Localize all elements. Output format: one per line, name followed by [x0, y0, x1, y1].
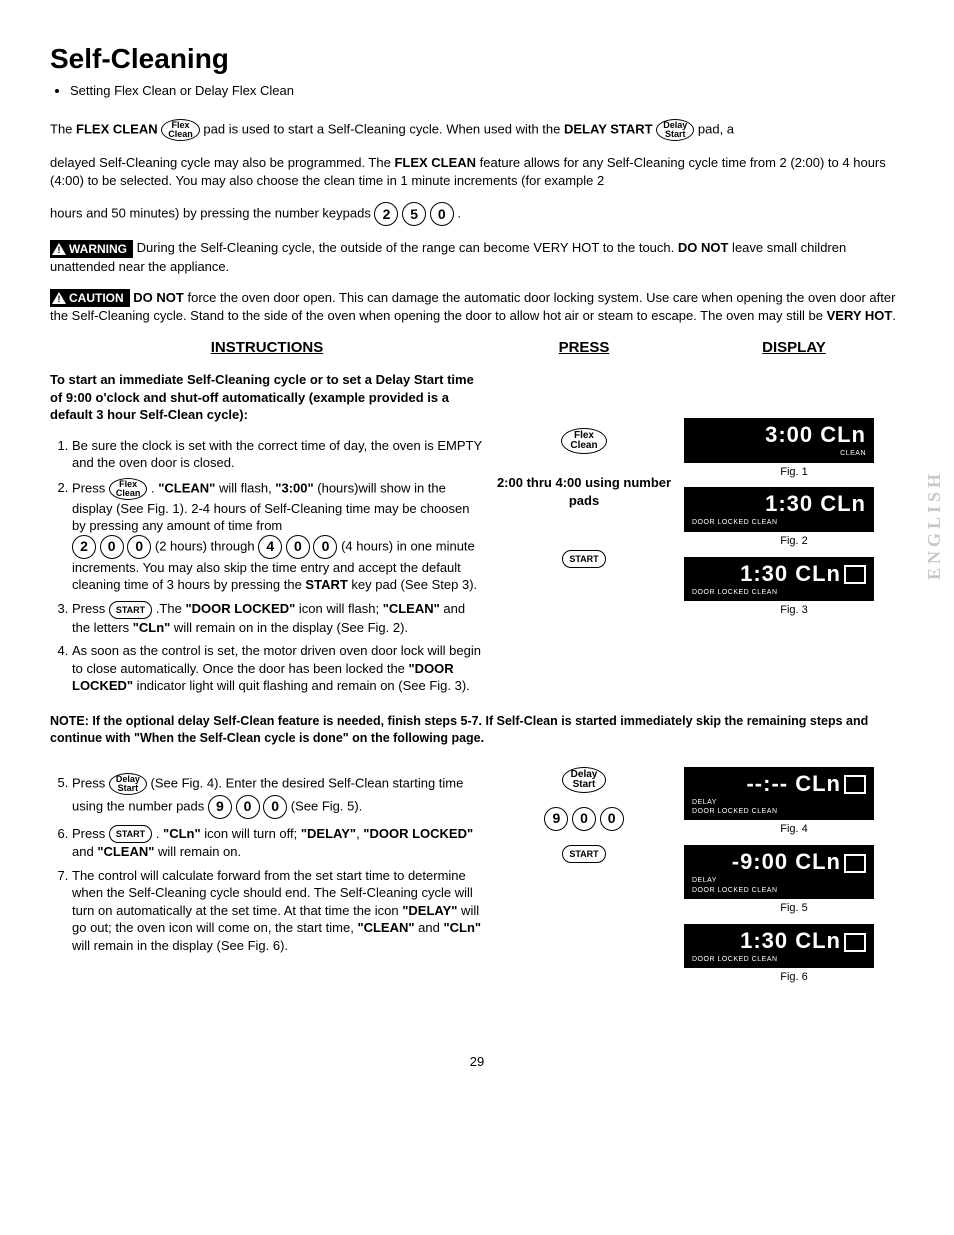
start-button-icon: START — [109, 825, 152, 843]
flex-clean-button-icon: FlexClean — [561, 428, 606, 454]
delay-start-button-icon: DelayStart — [562, 767, 607, 793]
instructions-header: INSTRUCTIONS — [50, 338, 484, 358]
display-fig3: 1:30 CLn DOOR LOCKED CLEAN — [684, 557, 874, 601]
fig4-caption: Fig. 4 — [684, 822, 904, 837]
keypad-5-icon: 5 — [402, 202, 426, 226]
oven-icon — [844, 933, 866, 952]
keypad-2-icon: 2 — [374, 202, 398, 226]
language-tab: ENGLISH — [922, 470, 946, 580]
svg-text:!: ! — [58, 294, 61, 304]
fig2-caption: Fig. 2 — [684, 534, 904, 549]
fig3-caption: Fig. 3 — [684, 603, 904, 618]
delay-start-button-icon: DelayStart — [656, 119, 694, 141]
display-fig6: 1:30 CLn DOOR LOCKED CLEAN — [684, 924, 874, 968]
keypad-0-icon: 0 — [430, 202, 454, 226]
oven-icon — [844, 854, 866, 873]
fig5-caption: Fig. 5 — [684, 901, 904, 916]
page-number: 29 — [50, 1053, 904, 1071]
intro-para-3: hours and 50 minutes) by pressing the nu… — [50, 202, 904, 226]
intro-para-1: The FLEX CLEAN FlexClean pad is used to … — [50, 119, 904, 141]
keypad-0-icon: 0 — [572, 807, 596, 831]
step-4: As soon as the control is set, the motor… — [72, 642, 484, 695]
keypad-4-icon: 4 — [258, 535, 282, 559]
display-fig5: -9:00 CLn DELAYDOOR LOCKED CLEAN — [684, 845, 874, 899]
press-range-text: 2:00 thru 4:00 using number pads — [494, 474, 674, 509]
fig1-caption: Fig. 1 — [684, 465, 904, 480]
step-5: Press DelayStart (See Fig. 4). Enter the… — [72, 773, 484, 819]
warning-block: ! WARNING During the Self-Cleaning cycle… — [50, 239, 904, 275]
start-button-icon: START — [562, 845, 605, 863]
oven-icon — [844, 565, 866, 584]
fig6-caption: Fig. 6 — [684, 970, 904, 985]
step-1: Be sure the clock is set with the correc… — [72, 437, 484, 472]
step-6: Press START . "CLn" icon will turn off; … — [72, 825, 484, 861]
display-fig1: 3:00 CLn CLEAN — [684, 418, 874, 462]
caution-block: ! CAUTION DO NOT force the oven door ope… — [50, 289, 904, 325]
note-block: NOTE: If the optional delay Self-Clean f… — [50, 713, 904, 747]
keypad-0-icon: 0 — [600, 807, 624, 831]
start-button-icon: START — [109, 601, 152, 619]
display-header: DISPLAY — [684, 338, 904, 358]
keypad-0-icon: 0 — [313, 535, 337, 559]
delay-start-button-icon: DelayStart — [109, 773, 147, 795]
keypad-0-icon: 0 — [127, 535, 151, 559]
step-2: Press FlexClean . "CLEAN" will flash, "3… — [72, 478, 484, 594]
oven-icon — [844, 775, 866, 794]
caution-icon: ! CAUTION — [50, 289, 130, 307]
step-7: The control will calculate forward from … — [72, 867, 484, 955]
intro-para-2: delayed Self-Cleaning cycle may also be … — [50, 154, 904, 189]
keypad-0-icon: 0 — [286, 535, 310, 559]
display-fig4: --:-- CLn DELAYDOOR LOCKED CLEAN — [684, 767, 874, 821]
keypad-0-icon: 0 — [263, 795, 287, 819]
page-subtitle: Setting Flex Clean or Delay Flex Clean — [70, 82, 904, 100]
display-fig2: 1:30 CLn DOOR LOCKED CLEAN — [684, 487, 874, 531]
press-header: PRESS — [494, 338, 674, 358]
step-3: Press START .The "DOOR LOCKED" icon will… — [72, 600, 484, 636]
flex-clean-button-icon: FlexClean — [161, 119, 200, 141]
start-button-icon: START — [562, 550, 605, 568]
svg-text:!: ! — [58, 245, 61, 255]
keypad-0-icon: 0 — [236, 795, 260, 819]
keypad-9-icon: 9 — [544, 807, 568, 831]
warning-icon: ! WARNING — [50, 240, 133, 258]
page-title: Self-Cleaning — [50, 40, 904, 78]
flex-clean-button-icon: FlexClean — [109, 478, 148, 500]
keypad-0-icon: 0 — [100, 535, 124, 559]
lead-text: To start an immediate Self-Cleaning cycl… — [50, 371, 484, 424]
keypad-2-icon: 2 — [72, 535, 96, 559]
keypad-9-icon: 9 — [208, 795, 232, 819]
